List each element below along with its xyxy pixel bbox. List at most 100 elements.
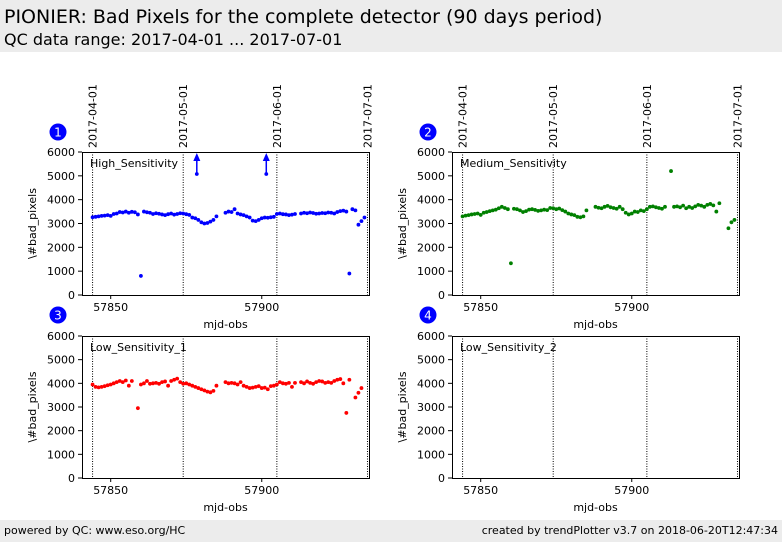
data-point [714, 209, 719, 214]
data-point [533, 208, 537, 212]
data-point [126, 383, 131, 388]
data-point [145, 379, 149, 383]
data-point [729, 220, 734, 225]
data-point [654, 205, 658, 210]
x-axis-label: mjd-obs [203, 501, 248, 514]
data-point [202, 221, 207, 226]
panel-number-text: 3 [54, 309, 62, 323]
panel-number-badge [49, 306, 67, 324]
data-point [187, 213, 192, 217]
data-point [157, 381, 161, 386]
data-point [271, 214, 276, 219]
page-subtitle: QC data range: 2017-04-01 ... 2017-07-01 [4, 30, 343, 49]
data-point [487, 209, 492, 214]
data-point [657, 206, 661, 210]
data-point [472, 212, 477, 216]
y-tick-label: 5000 [417, 354, 445, 367]
data-point [250, 218, 255, 223]
data-point [478, 213, 483, 217]
data-point [463, 213, 468, 218]
y-axis-label: \#bad_pixels [26, 188, 39, 259]
panel-number-badge [419, 123, 437, 141]
y-tick-label: 1000 [47, 448, 75, 461]
data-point [554, 207, 559, 212]
data-point [102, 213, 107, 218]
data-point [142, 209, 146, 214]
y-tick-label: 3000 [417, 401, 445, 414]
data-point [317, 211, 322, 216]
data-point [356, 222, 361, 227]
data-point [311, 381, 316, 386]
data-point [226, 209, 231, 214]
data-point [350, 207, 355, 212]
data-point [175, 212, 180, 216]
data-point [675, 204, 679, 209]
x-tick-label: 57900 [244, 484, 279, 497]
data-point [672, 204, 676, 209]
plot-frame [82, 152, 370, 296]
x-tick-label: 57900 [614, 484, 649, 497]
data-point [620, 207, 625, 212]
data-point [274, 212, 279, 216]
x-tick-label: 57850 [93, 484, 128, 497]
panel-label: Low_Sensitivity_2 [460, 341, 557, 354]
data-point [196, 218, 201, 222]
data-point [332, 379, 337, 383]
data-point [663, 204, 667, 209]
data-point [148, 381, 152, 386]
data-point [281, 212, 285, 217]
y-tick-label: 4000 [47, 194, 75, 207]
data-point [166, 383, 171, 388]
date-marker-label: 2017-07-01 [361, 84, 374, 148]
data-point [596, 205, 601, 210]
data-point [545, 208, 550, 213]
data-point [232, 381, 237, 386]
data-point [308, 210, 312, 215]
data-point [226, 381, 231, 386]
data-point [181, 381, 186, 386]
data-point [341, 381, 346, 386]
y-tick-label: 2000 [47, 425, 75, 438]
data-point [184, 212, 189, 217]
data-point [178, 380, 183, 385]
data-point [305, 379, 309, 384]
data-point [205, 221, 210, 225]
data-point [563, 209, 568, 214]
data-point [108, 213, 113, 218]
data-point [726, 226, 731, 231]
data-point [111, 212, 116, 216]
data-point [641, 209, 646, 214]
data-point [469, 212, 474, 217]
data-point [214, 214, 219, 219]
data-point [90, 215, 95, 220]
data-point [139, 274, 143, 278]
panel-label: Low_Sensitivity_1 [90, 341, 187, 354]
data-point [211, 218, 216, 222]
y-tick-label: 2000 [417, 425, 445, 438]
x-tick-label: 57900 [244, 301, 279, 314]
data-point [208, 219, 213, 224]
y-tick-label: 5000 [47, 354, 75, 367]
data-point [151, 212, 155, 216]
data-point [644, 207, 649, 212]
data-point [341, 208, 346, 213]
data-point [223, 380, 228, 385]
data-point [160, 380, 164, 385]
data-point [175, 376, 180, 381]
plot-frame [452, 336, 740, 479]
data-point [190, 383, 195, 388]
y-tick-label: 3000 [417, 218, 445, 231]
date-marker-label: 2017-05-01 [177, 84, 190, 148]
data-point [229, 380, 234, 385]
data-point [262, 215, 267, 220]
data-point [265, 215, 270, 220]
date-marker-label: 2017-06-01 [271, 84, 284, 148]
data-point [151, 381, 155, 386]
y-tick-label: 0 [68, 472, 75, 485]
data-point [178, 211, 183, 216]
data-point [635, 210, 640, 214]
data-point [509, 261, 513, 266]
data-point [142, 381, 146, 386]
data-point [502, 206, 507, 210]
data-point [466, 213, 471, 218]
